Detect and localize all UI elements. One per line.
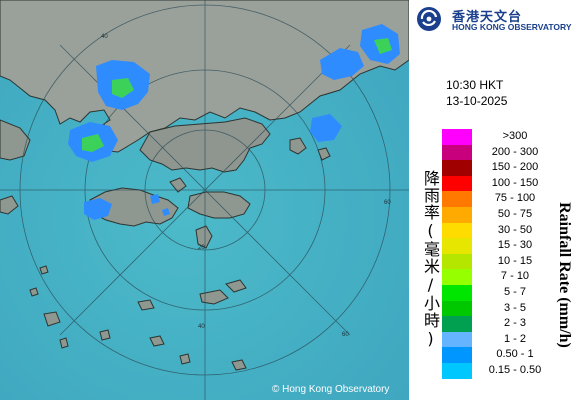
- legend-title-en-wrap: Rainfall Rate (mm/h): [553, 180, 575, 370]
- legend-row: 3 - 5: [442, 300, 572, 317]
- legend-label: 100 - 150: [491, 176, 539, 189]
- rain-echo-ne1: [320, 48, 364, 80]
- legend-label: 15 - 30: [497, 239, 533, 252]
- legend-label: 1 - 2: [503, 332, 526, 345]
- legend-row: 10 - 15: [442, 253, 572, 270]
- grid-line-ne-sw: [59, 44, 351, 336]
- land-south-9: [179, 353, 191, 365]
- legend-label: 50 - 75: [497, 208, 533, 220]
- legend-swatch: [442, 316, 472, 333]
- legend-row: 30 - 50: [442, 222, 572, 239]
- legend-swatch: [442, 331, 472, 348]
- rain-echoes: [68, 24, 400, 220]
- land-south-3: [137, 299, 155, 311]
- land-island-a: [169, 177, 187, 193]
- land-south-1: [199, 289, 229, 305]
- legend-row: 5 - 7: [442, 285, 572, 301]
- rain-echo-small-2: [162, 208, 170, 216]
- legend-row: 0.50 - 1: [442, 347, 572, 364]
- rain-echo-lantau: [84, 198, 112, 220]
- ring-label-5: 60: [342, 332, 349, 338]
- copyright-text: © Hong Kong Observatory: [272, 384, 390, 395]
- org-name-en: HONG KONG OBSERVATORY: [452, 22, 572, 32]
- legend-swatch: [442, 144, 472, 161]
- land-south-7: [231, 359, 247, 371]
- legend-swatch: [442, 207, 472, 223]
- legend-title-cn: 降雨率(毫米/小時): [421, 170, 440, 349]
- land-small-1: [39, 265, 49, 275]
- legend-swatch: [442, 285, 472, 301]
- legend-swatch: [442, 175, 472, 192]
- legend-swatch: [442, 222, 472, 239]
- legend-row: >300: [442, 129, 572, 145]
- ring-label-2: 40: [198, 324, 205, 330]
- legend-label: 150 - 200: [491, 161, 539, 174]
- legend-row: 200 - 300: [442, 144, 572, 161]
- rain-echo-ne2-core: [374, 38, 392, 54]
- land-south-2: [225, 279, 247, 293]
- land-west-point: [0, 195, 19, 215]
- legend-row: 150 - 200: [442, 160, 572, 177]
- legend-label: 30 - 50: [497, 223, 533, 236]
- ring-label-4: 40: [101, 34, 108, 40]
- org-name-cn: 香港天文台: [452, 10, 523, 25]
- legend-swatch: [442, 191, 472, 208]
- legend-swatch: [442, 253, 472, 270]
- legend-label: 0.50 - 1: [496, 348, 534, 361]
- info-panel: [409, 0, 577, 400]
- legend-row: 0.15 - 0.50: [442, 363, 572, 379]
- legend-swatch: [442, 238, 472, 255]
- legend-swatch: [442, 160, 472, 177]
- legend-label: 7 - 10: [500, 270, 530, 283]
- legend-swatch: [442, 300, 472, 317]
- timestamp-time: 10:30 HKT: [446, 78, 504, 92]
- land-south-4: [43, 311, 61, 327]
- radar-map[interactable]: 20 40 60 40 60 © Hong Kong Observatory: [0, 0, 409, 400]
- legend-label: >300: [502, 130, 528, 142]
- legend-title-en: Rainfall Rate (mm/h): [556, 202, 573, 348]
- land-small-2: [29, 287, 39, 297]
- legend-label: 5 - 7: [503, 286, 526, 298]
- land-mainland-north: [0, 0, 409, 153]
- legend-row: 15 - 30: [442, 238, 572, 255]
- land-lamma: [195, 225, 213, 249]
- land-east-1: [289, 137, 307, 155]
- land-south-6: [99, 329, 111, 341]
- legend-label: 2 - 3: [503, 317, 526, 330]
- ring-label-1: 20: [198, 245, 205, 251]
- hko-logo-icon: [417, 7, 441, 31]
- legend-row: 1 - 2: [442, 331, 572, 348]
- legend-swatch: [442, 129, 472, 145]
- legend-row: 100 - 150: [442, 175, 572, 192]
- legend-label: 10 - 15: [497, 254, 533, 267]
- legend-swatch: [442, 269, 472, 286]
- ring-label-3: 60: [384, 200, 391, 206]
- land-south-8: [59, 337, 69, 349]
- legend-label: 75 - 100: [494, 192, 536, 205]
- legend-swatch: [442, 347, 472, 364]
- legend-row: 2 - 3: [442, 316, 572, 333]
- land-hk-island: [187, 191, 251, 219]
- rain-echo-e: [310, 114, 342, 142]
- legend-row: 7 - 10: [442, 269, 572, 286]
- radar-map-canvas: 20 40 60 40 60: [0, 0, 409, 400]
- legend-row: 50 - 75: [442, 207, 572, 223]
- legend-label: 3 - 5: [503, 301, 526, 314]
- legend-label: 0.15 - 0.50: [488, 364, 542, 376]
- range-ring-labels: 20 40 60 40 60: [101, 34, 391, 338]
- rain-echo-nw-core: [112, 78, 134, 98]
- land-south-5: [149, 335, 165, 347]
- legend-row: 75 - 100: [442, 191, 572, 208]
- timestamp-date: 13-10-2025: [446, 94, 508, 108]
- legend-swatch: [442, 363, 472, 379]
- rain-echo-w-core: [82, 134, 104, 152]
- legend-label: 200 - 300: [491, 145, 539, 158]
- rain-echo-small-1: [150, 194, 160, 204]
- land-west-coast: [0, 119, 31, 161]
